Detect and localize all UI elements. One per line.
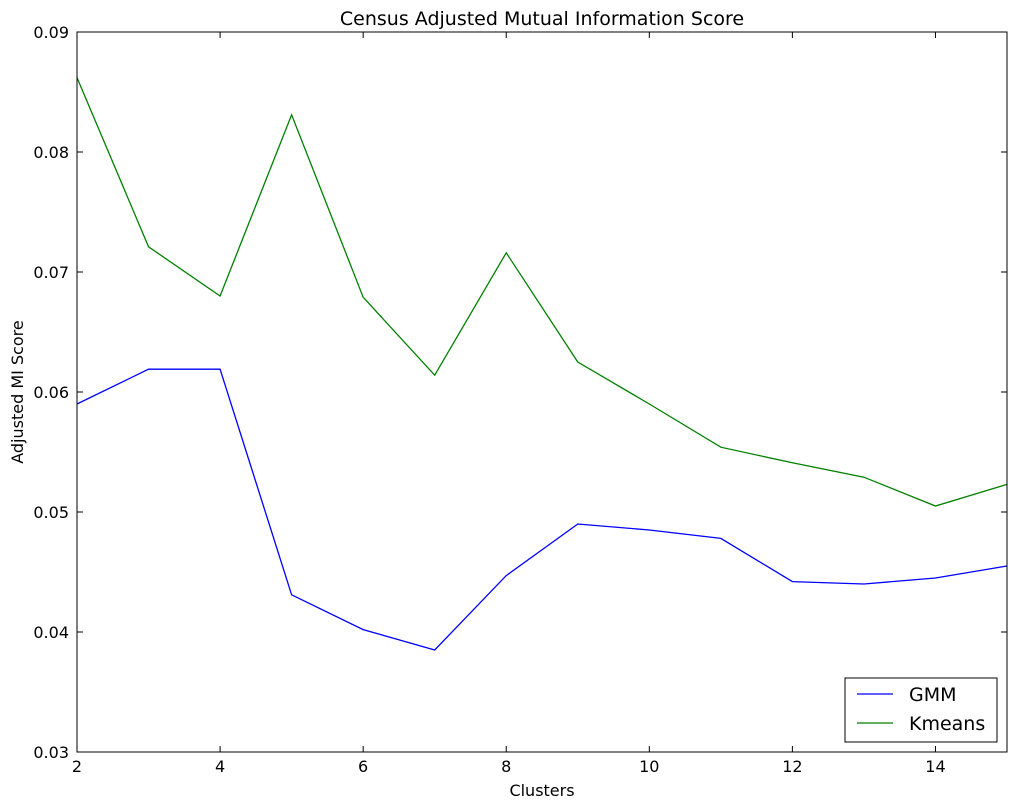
x-axis-title: Clusters xyxy=(509,781,574,800)
x-tick-label: 4 xyxy=(215,757,225,776)
y-tick-label: 0.04 xyxy=(33,623,69,642)
y-tick-label: 0.03 xyxy=(33,743,69,762)
legend: GMM Kmeans xyxy=(844,677,998,743)
series-layer xyxy=(76,77,1008,651)
series-line-gmm xyxy=(76,368,1008,651)
x-tick-label: 2 xyxy=(72,757,82,776)
y-tick-label: 0.05 xyxy=(33,503,69,522)
x-tick-label: 14 xyxy=(925,757,945,776)
axis-ticks: 2 4 6 8 10 12 14 0.03 0.04 0.05 0.06 0.07 0.08 0.09 xyxy=(33,23,1007,776)
legend-label-gmm: GMM xyxy=(909,684,957,706)
y-tick-label: 0.09 xyxy=(33,23,69,42)
series-line-kmeans xyxy=(76,77,1008,507)
x-tick-label: 10 xyxy=(639,757,659,776)
y-axis-title: Adjusted MI Score xyxy=(8,320,27,464)
chart-title: Census Adjusted Mutual Information Score xyxy=(340,8,744,30)
y-tick-label: 0.07 xyxy=(33,263,69,282)
y-tick-label: 0.08 xyxy=(33,143,69,162)
legend-box xyxy=(844,677,998,743)
legend-label-kmeans: Kmeans xyxy=(909,713,985,735)
y-tick-label: 0.06 xyxy=(33,383,69,402)
x-tick-label: 8 xyxy=(501,757,511,776)
x-tick-label: 6 xyxy=(358,757,368,776)
x-tick-label: 12 xyxy=(782,757,802,776)
plot-frame xyxy=(76,31,1008,753)
